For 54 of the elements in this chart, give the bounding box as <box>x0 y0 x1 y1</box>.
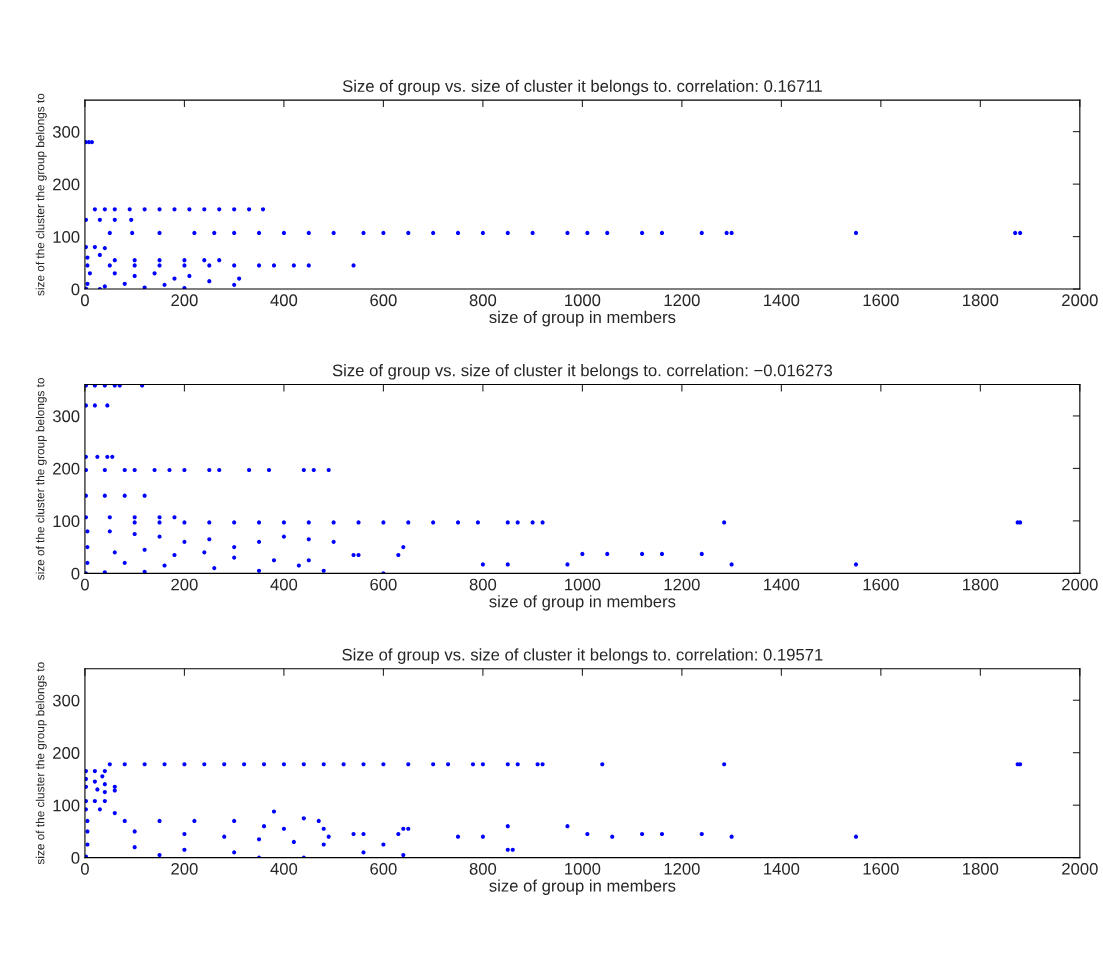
x-tick-label: 1800 <box>963 578 999 591</box>
x-tick-label: 0 <box>80 578 89 591</box>
chart-title: Size of group vs. size of cluster it belongs to. correlation: 0.19571 <box>342 648 823 664</box>
y-tick-label: 200 <box>53 747 80 759</box>
x-axis-title: size of group in members <box>489 595 676 611</box>
x-tick-label: 1200 <box>664 294 700 307</box>
x-tick-label: 2000 <box>1062 294 1098 307</box>
x-tick-label: 400 <box>270 294 298 307</box>
x-tick-label: 200 <box>171 294 198 307</box>
y-tick-label: 100 <box>53 230 80 243</box>
x-tick-label: 1600 <box>863 294 899 307</box>
x-tick-label: 400 <box>270 862 298 875</box>
y-axis-title: size of the cluster the group belongs to <box>35 662 47 865</box>
x-tick-label: 1000 <box>565 862 601 875</box>
y-tick-label: 0 <box>71 852 80 864</box>
y-tick-label: 0 <box>71 567 80 580</box>
x-axis-title: size of group in members <box>489 310 676 327</box>
x-tick-label: 0 <box>80 862 89 875</box>
x-tick-label: 400 <box>270 578 298 591</box>
x-tick-label: 2000 <box>1062 578 1098 591</box>
x-tick-label: 1400 <box>764 578 800 591</box>
y-tick-label: 100 <box>53 515 80 528</box>
x-tick-label: 200 <box>171 862 198 875</box>
x-tick-label: 200 <box>171 578 198 591</box>
x-tick-label: 600 <box>370 862 397 875</box>
x-tick-label: 1600 <box>863 862 899 875</box>
x-axis-title: size of group in members <box>489 879 676 895</box>
y-tick-label: 0 <box>71 283 80 296</box>
x-tick-label: 800 <box>469 862 497 875</box>
x-tick-label: 1200 <box>664 578 700 591</box>
x-tick-label: 800 <box>469 578 497 591</box>
y-tick-label: 100 <box>53 799 80 812</box>
x-tick-label: 800 <box>469 294 497 307</box>
x-tick-label: 1200 <box>664 862 700 875</box>
x-tick-label: 1000 <box>565 294 601 307</box>
x-tick-label: 600 <box>370 294 397 307</box>
x-tick-label: 1000 <box>565 578 601 591</box>
x-tick-label: 1800 <box>963 862 999 875</box>
x-tick-label: 1600 <box>863 578 899 591</box>
y-axis-title: size of the cluster the group belongs to <box>35 93 47 296</box>
x-tick-label: 1400 <box>764 294 800 307</box>
x-tick-label: 1400 <box>764 862 800 875</box>
chart-title: Size of group vs. size of cluster it belongs to. correlation: −0.016273 <box>332 364 833 380</box>
chart-title: Size of group vs. size of cluster it belongs to. correlation: 0.16711 <box>342 79 822 96</box>
y-tick-label: 200 <box>53 178 80 191</box>
y-axis-title: size of the cluster the group belongs to <box>35 378 47 580</box>
y-tick-label: 200 <box>53 462 80 475</box>
y-tick-label: 300 <box>52 694 80 707</box>
x-tick-label: 0 <box>80 294 89 307</box>
x-tick-label: 2000 <box>1062 862 1098 875</box>
x-tick-label: 600 <box>370 578 397 591</box>
y-tick-label: 300 <box>52 126 80 138</box>
x-tick-label: 1800 <box>963 294 999 307</box>
y-tick-label: 300 <box>52 410 80 423</box>
